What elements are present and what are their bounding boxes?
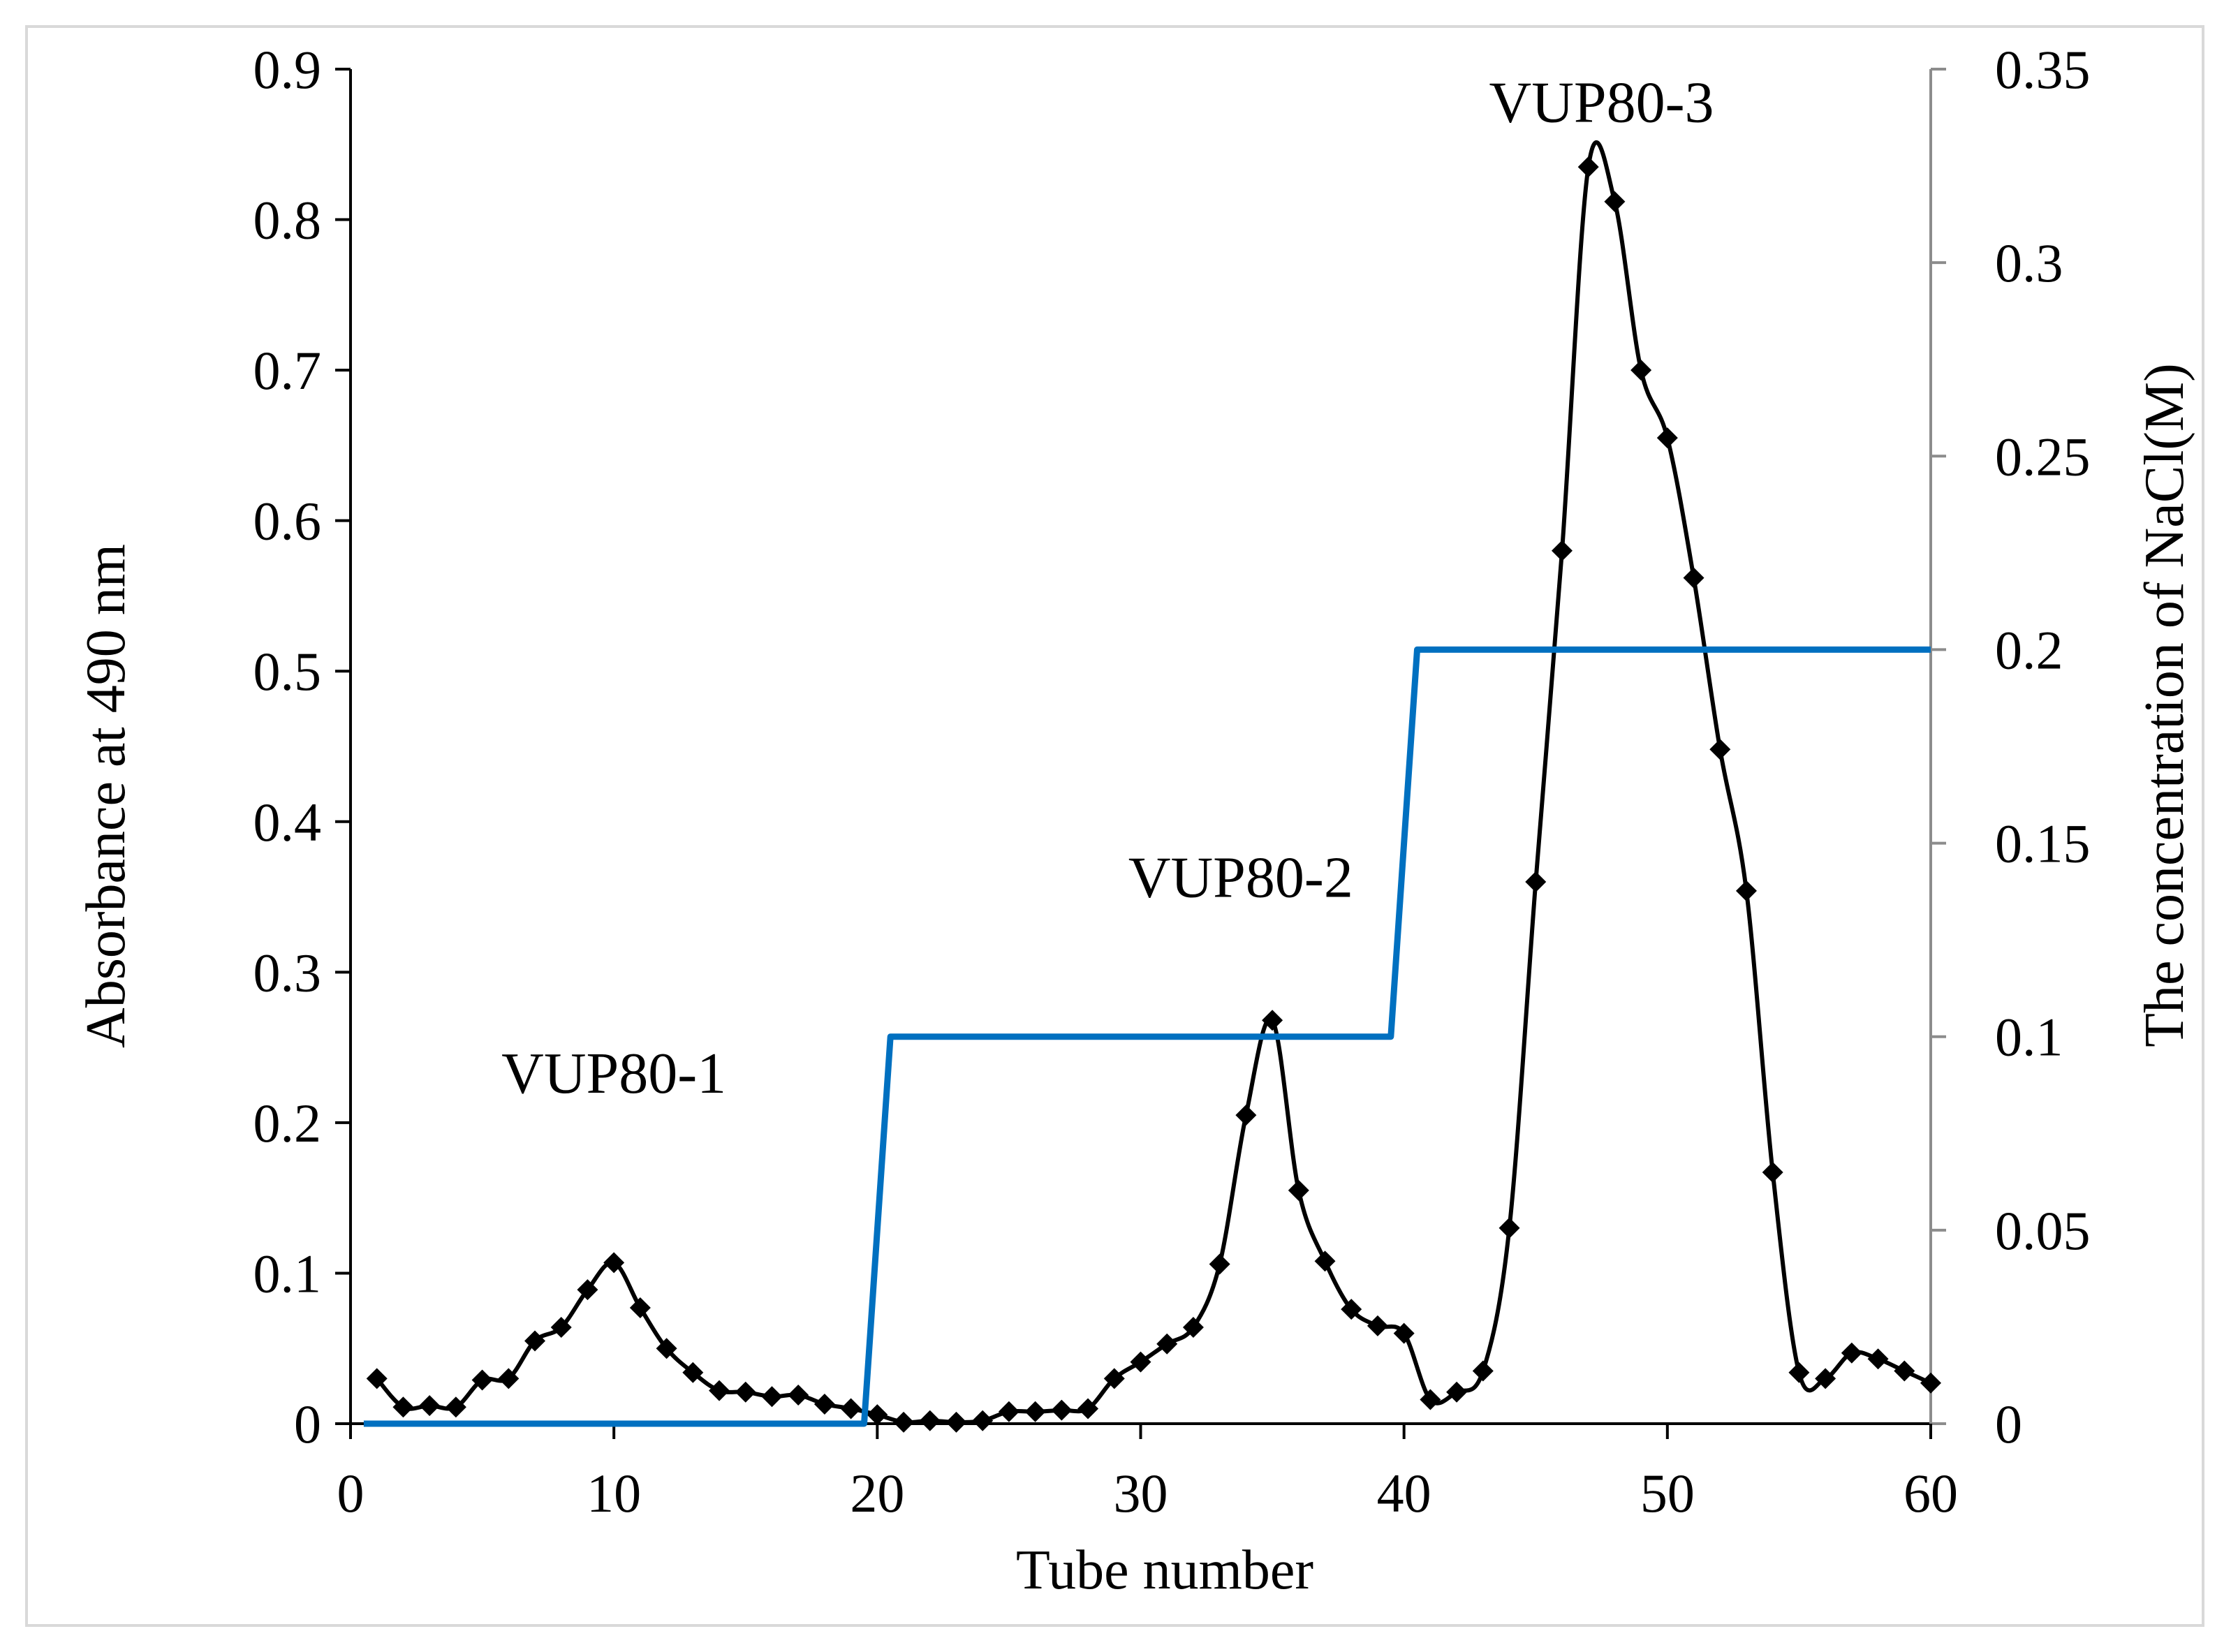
absorbance-point — [945, 1411, 967, 1433]
absorbance-point — [392, 1396, 414, 1418]
absorbance-point — [577, 1279, 598, 1301]
y2-tick-label: 0.25 — [1995, 426, 2091, 487]
y2-tick-label: 0.35 — [1995, 39, 2091, 100]
y2-tick-label: 0.05 — [1995, 1200, 2091, 1261]
absorbance-point — [1235, 1105, 1257, 1126]
absorbance-point — [550, 1317, 572, 1338]
absorbance-point — [682, 1362, 704, 1383]
absorbance-point — [603, 1252, 625, 1274]
nacl-gradient-line — [363, 646, 1931, 1427]
y-tick-label: 0.4 — [253, 792, 322, 853]
absorbance-point — [919, 1410, 941, 1431]
absorbance-point — [1209, 1253, 1230, 1275]
y-tick-label: 0.8 — [253, 190, 322, 251]
absorbance-point — [972, 1410, 994, 1431]
absorbance-point — [1577, 156, 1599, 178]
absorbance-point — [1735, 880, 1757, 901]
x-tick-label: 0 — [337, 1463, 365, 1524]
absorbance-point — [1077, 1398, 1099, 1419]
absorbance-point — [1472, 1360, 1494, 1382]
x-tick-label: 40 — [1377, 1463, 1431, 1524]
absorbance-point — [1630, 360, 1652, 381]
y2-tick-label: 0.15 — [1995, 813, 2091, 874]
axes — [349, 69, 1932, 1425]
absorbance-point — [840, 1398, 862, 1419]
absorbance-point — [1815, 1368, 1836, 1389]
absorbance-point — [1841, 1342, 1862, 1364]
y2-tick-label: 0.3 — [1995, 233, 2063, 293]
x-tick-label: 50 — [1640, 1463, 1695, 1524]
absorbance-point — [709, 1380, 730, 1401]
absorbance-point — [1156, 1333, 1178, 1355]
absorbance-point — [893, 1411, 915, 1433]
absorbance-point — [1894, 1360, 1915, 1382]
absorbance-point — [498, 1368, 520, 1389]
ticks: 0 0.1 0.2 0.3 0.4 0.5 0.6 0.7 0.8 0.9 0 0.05 0.1 0.15… — [253, 39, 2091, 1524]
absorbance-point — [1683, 567, 1704, 589]
absorbance-point — [1393, 1322, 1415, 1344]
x-axis-title: Tube number — [1016, 1540, 1313, 1601]
x-tick-label: 10 — [587, 1463, 641, 1524]
y-tick-label: 0.7 — [253, 340, 322, 401]
absorbance-point — [867, 1404, 888, 1426]
absorbance-point — [998, 1401, 1019, 1422]
y2-axis-title: The concentration of NaCl(M) — [2134, 363, 2195, 1047]
absorbance-point — [1709, 739, 1731, 760]
absorbance-point — [1499, 1217, 1520, 1239]
absorbance-point — [1288, 1179, 1309, 1201]
absorbance-point — [629, 1297, 651, 1319]
x-tick-label: 60 — [1904, 1463, 1958, 1524]
labels: Tube number Absorbance at 490 nm The con… — [75, 363, 2195, 1601]
absorbance-point — [366, 1368, 388, 1389]
absorbance-point — [1314, 1251, 1336, 1272]
y-tick-label: 0.5 — [253, 641, 322, 702]
absorbance-point — [1420, 1389, 1441, 1410]
y-tick-label: 0.1 — [253, 1243, 322, 1304]
absorbance-point — [1051, 1399, 1073, 1421]
absorbance-point — [445, 1396, 466, 1418]
x-tick-label: 20 — [850, 1463, 904, 1524]
y-tick-label: 0.9 — [253, 39, 322, 100]
peak-label: VUP80-2 — [1128, 846, 1353, 910]
y-tick-label: 0 — [294, 1394, 321, 1454]
absorbance-point — [1656, 427, 1678, 449]
absorbance-point — [1551, 540, 1573, 561]
absorbance-point — [761, 1386, 783, 1408]
absorbance-point — [1446, 1381, 1468, 1403]
absorbance-point — [788, 1385, 809, 1406]
absorbance-point — [1762, 1162, 1783, 1183]
y2-tick-label: 0.2 — [1995, 619, 2063, 680]
absorbance-point — [1867, 1348, 1889, 1370]
absorbance-point — [1525, 871, 1547, 892]
y-tick-label: 0.2 — [253, 1093, 322, 1153]
absorbance-point — [1130, 1351, 1151, 1373]
absorbance-line — [375, 140, 1932, 1425]
absorbance-point — [1604, 191, 1626, 212]
absorbance-point — [1182, 1317, 1204, 1338]
absorbance-point — [656, 1338, 677, 1359]
absorbance-point — [735, 1381, 756, 1403]
peak-label: VUP80-1 — [501, 1041, 726, 1106]
absorbance-point — [1103, 1368, 1125, 1389]
absorbance-point — [1788, 1362, 1810, 1383]
y2-tick-label: 0 — [1995, 1394, 2022, 1454]
peak-label: VUP80-3 — [1489, 70, 1714, 135]
y-tick-label: 0.3 — [253, 942, 322, 1003]
absorbance-point — [1367, 1315, 1388, 1336]
y-tick-label: 0.6 — [253, 491, 322, 552]
y2-tick-label: 0.1 — [1995, 1007, 2063, 1068]
y-axis-title: Absorbance at 490 nm — [75, 544, 137, 1048]
absorbance-point — [524, 1330, 546, 1352]
absorbance-point — [1341, 1299, 1362, 1320]
absorbance-point — [1920, 1372, 1941, 1394]
absorbance-point — [1024, 1401, 1046, 1422]
absorbance-point — [419, 1395, 441, 1417]
absorbance-point — [1262, 1010, 1283, 1031]
absorbance-point — [471, 1369, 493, 1391]
x-tick-label: 30 — [1114, 1463, 1168, 1524]
series: VUP80-1 VUP80-2 VUP80-3 — [363, 70, 1941, 1433]
absorbance-point — [813, 1393, 835, 1415]
